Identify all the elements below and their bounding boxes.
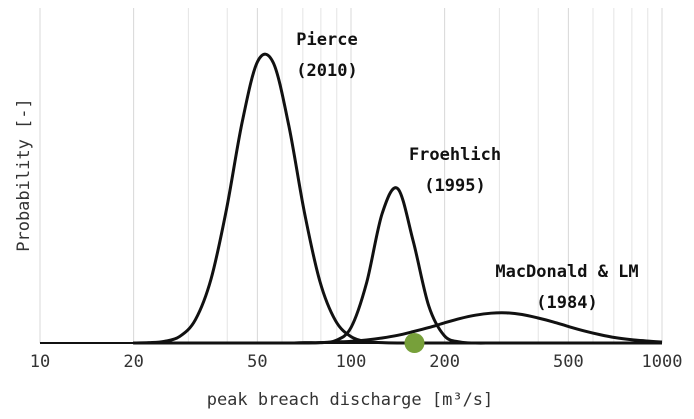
curve-label: MacDonald & LM <box>495 262 638 282</box>
x-tick-label: 200 <box>429 352 460 372</box>
curve-label: (1984) <box>536 293 597 313</box>
curve-label: Froehlich <box>409 145 501 165</box>
curve-label: Pierce <box>296 30 357 50</box>
x-tick-label: 50 <box>247 352 267 372</box>
curve-label: (2010) <box>296 61 357 81</box>
x-tick-label: 100 <box>336 352 367 372</box>
y-axis-label: Probability [-] <box>14 98 34 252</box>
point <box>404 333 425 353</box>
curve-label: (1995) <box>424 176 485 196</box>
x-tick-label: 20 <box>123 352 143 372</box>
x-tick-label: 1000 <box>642 352 683 372</box>
x-axis-label: peak breach discharge [m³/s] <box>207 390 494 410</box>
x-tick-label: 500 <box>553 352 584 372</box>
curve <box>133 311 663 345</box>
x-tick-label: 10 <box>30 352 50 372</box>
